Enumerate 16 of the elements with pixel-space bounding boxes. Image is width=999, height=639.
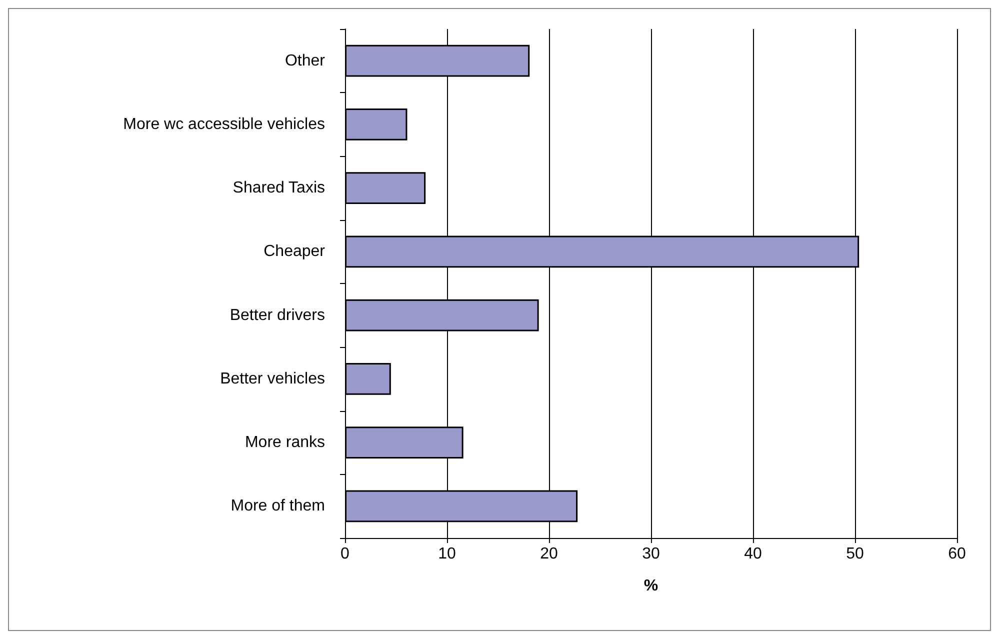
- y-tick-label: Cheaper: [264, 243, 326, 260]
- y-tick-label: More wc accessible vehicles: [123, 116, 325, 133]
- x-tick-label: 60: [948, 546, 966, 562]
- y-tick-label: Better drivers: [230, 306, 325, 324]
- y-tick-label: Better vehicles: [220, 370, 325, 388]
- x-tick-label: 50: [846, 546, 864, 562]
- x-tick-label: 20: [540, 546, 558, 562]
- x-tick-label: 0: [340, 546, 350, 562]
- x-tick-label: 30: [642, 546, 660, 562]
- y-tick-label: More of them: [230, 498, 325, 515]
- x-tick-label: 10: [438, 546, 456, 562]
- y-tick-label: Shared Taxis: [232, 180, 325, 197]
- x-axis-title: %: [644, 578, 658, 594]
- y-tick-label: Other: [284, 52, 326, 70]
- x-tick-label: 40: [744, 546, 762, 562]
- y-tick-label: More ranks: [244, 434, 325, 452]
